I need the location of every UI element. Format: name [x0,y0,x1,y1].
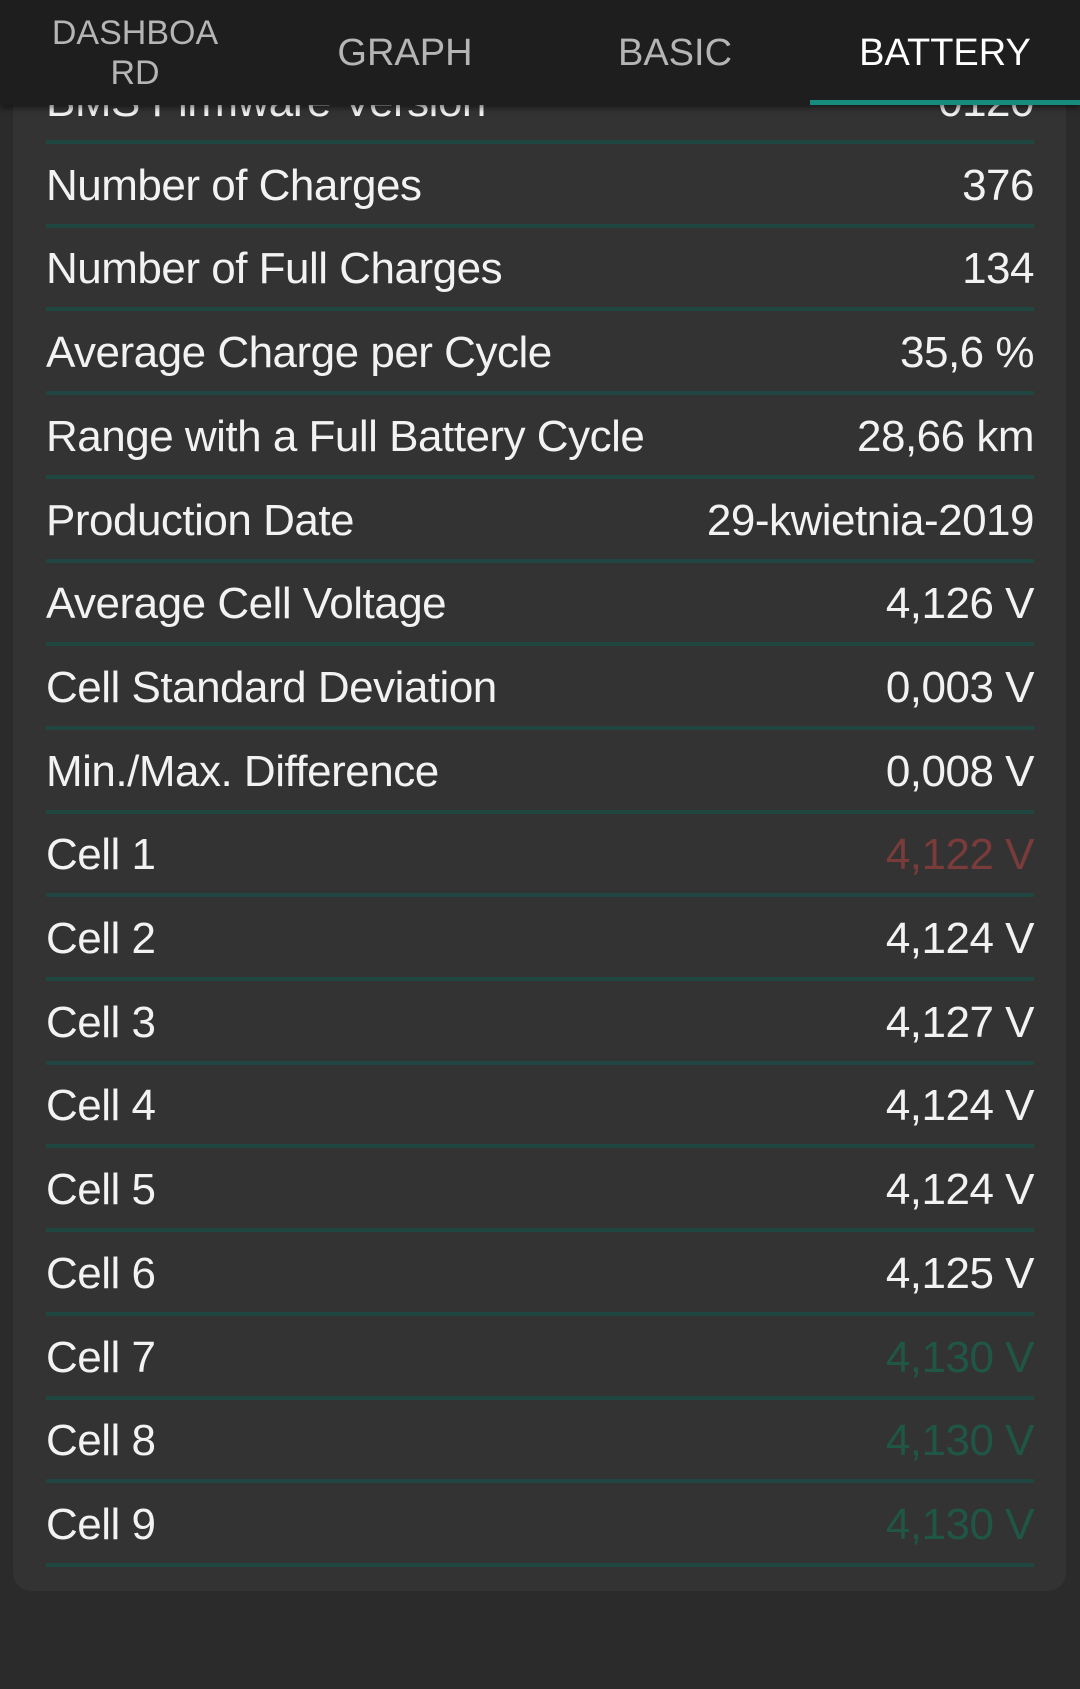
tab[interactable]: BASIC [540,0,810,105]
row-value: 4,124 V [885,914,1035,963]
info-row: Average Charge per Cycle 35,6 % [46,315,1034,396]
row-value: 4,124 V [885,1165,1035,1215]
row-label: Cell 10 [46,1584,180,1591]
tab[interactable]: GRAPH [270,0,540,105]
tab-label: GRAPH [337,31,473,74]
info-row: Cell 3 4,127 V [46,985,1035,1065]
row-label: Cell 3 [46,997,156,1047]
row-label: Average Cell Voltage [46,579,447,629]
row-label: Cell 9 [46,1499,156,1549]
row-value: 35,6 % [900,328,1034,378]
row-value: 4,130 V [885,1499,1035,1549]
tab[interactable]: DASHBOARD [0,0,270,105]
info-row: Cell 8 4,130 V [46,1403,1035,1484]
row-label: Cell 5 [46,1165,156,1215]
row-label: Cell Standard Deviation [46,662,497,712]
info-row: Cell 2 4,124 V [46,901,1035,981]
tab-label: BASIC [617,31,733,74]
row-value: 4,128 V [886,1584,1035,1591]
tab[interactable]: BATTERY [810,0,1080,105]
row-label: Range with a Full Battery Cycle [46,411,645,461]
info-row: Cell 6 4,125 V [46,1236,1035,1316]
tab-bar: DASHBOARD GRAPH BASIC BATTERY [0,0,1080,105]
row-value: 0,003 V [885,662,1035,712]
row-label: Cell 1 [46,830,156,880]
info-row: Number of Full Charges 134 [46,231,1034,312]
row-label: Cell 6 [46,1248,156,1298]
info-row: Number of Charges 376 [46,148,1034,228]
row-value: 29-kwietnia-2019 [706,495,1035,545]
info-row: Cell Standard Deviation 0,003 V [46,650,1035,730]
row-value: 28,66 km [857,411,1034,461]
row-label: Number of Full Charges [46,244,503,294]
row-label: Min./Max. Difference [46,746,439,796]
row-label: Cell 7 [46,1332,156,1382]
info-row: Cell 9 4,130 V [46,1487,1035,1567]
tab-label: BATTERY [859,31,1031,74]
info-row: Cell 1 4,122 V [46,817,1035,898]
row-value: 4,130 V [885,1332,1035,1382]
row-label: Production Date [46,495,355,545]
info-row: Cell 4 4,124 V [46,1068,1035,1149]
row-value: 4,125 V [885,1248,1035,1298]
row-value: 134 [962,244,1034,294]
row-value: 4,130 V [885,1416,1035,1466]
row-label: Cell 8 [46,1416,156,1466]
row-value: 4,126 V [885,579,1035,629]
row-label: Cell 2 [46,914,156,963]
tab-label: DASHBOARD [51,13,219,92]
row-value: 0,008 V [885,746,1035,796]
info-row: Cell 10 4,128 V [46,1571,1035,1591]
info-row: Cell 5 4,124 V [46,1152,1035,1233]
row-value: 4,122 V [885,830,1035,880]
row-value: 4,127 V [885,997,1035,1047]
row-value: 4,124 V [885,1081,1035,1131]
row-label: Average Charge per Cycle [46,328,552,378]
info-row: Range with a Full Battery Cycle 28,66 km [46,399,1034,479]
info-row: Production Date 29-kwietnia-2019 [46,483,1035,563]
row-label: Cell 4 [46,1081,156,1131]
info-row: Average Cell Voltage 4,126 V [46,566,1035,647]
row-value: 376 [962,160,1034,210]
info-row: Cell 7 4,130 V [46,1320,1035,1400]
battery-card: BMS Firmware Version0120Number of Charge… [13,40,1066,1591]
info-row: Min./Max. Difference 0,008 V [46,734,1035,814]
row-label: Number of Charges [46,160,422,210]
